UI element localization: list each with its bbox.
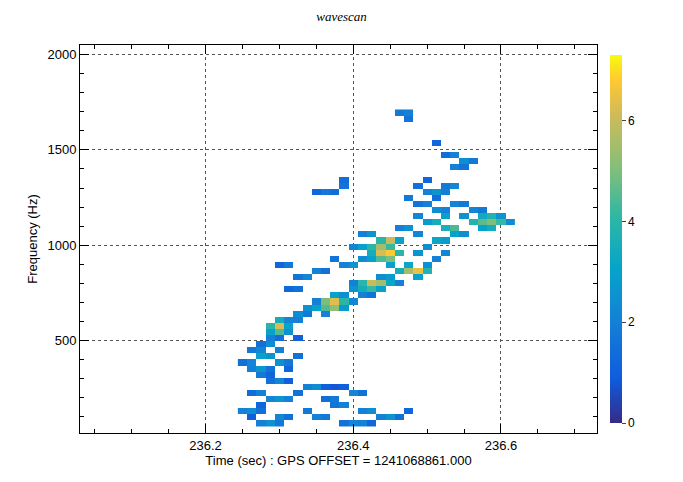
svg-text:236.6: 236.6 (485, 438, 518, 453)
svg-text:4: 4 (628, 215, 635, 229)
svg-text:Time (sec) : GPS OFFSET = 1241: Time (sec) : GPS OFFSET = 1241068861.000 (205, 453, 471, 468)
svg-text:2000: 2000 (47, 47, 76, 62)
svg-text:236.2: 236.2 (189, 438, 222, 453)
svg-text:500: 500 (55, 333, 77, 348)
svg-text:wavescan: wavescan (316, 9, 367, 24)
svg-text:1500: 1500 (47, 142, 76, 157)
svg-text:1000: 1000 (47, 238, 76, 253)
svg-text:2: 2 (628, 315, 635, 329)
svg-text:0: 0 (628, 416, 635, 430)
svg-text:Frequency (Hz): Frequency (Hz) (25, 194, 40, 284)
svg-text:236.4: 236.4 (337, 438, 370, 453)
svg-text:6: 6 (628, 114, 635, 128)
